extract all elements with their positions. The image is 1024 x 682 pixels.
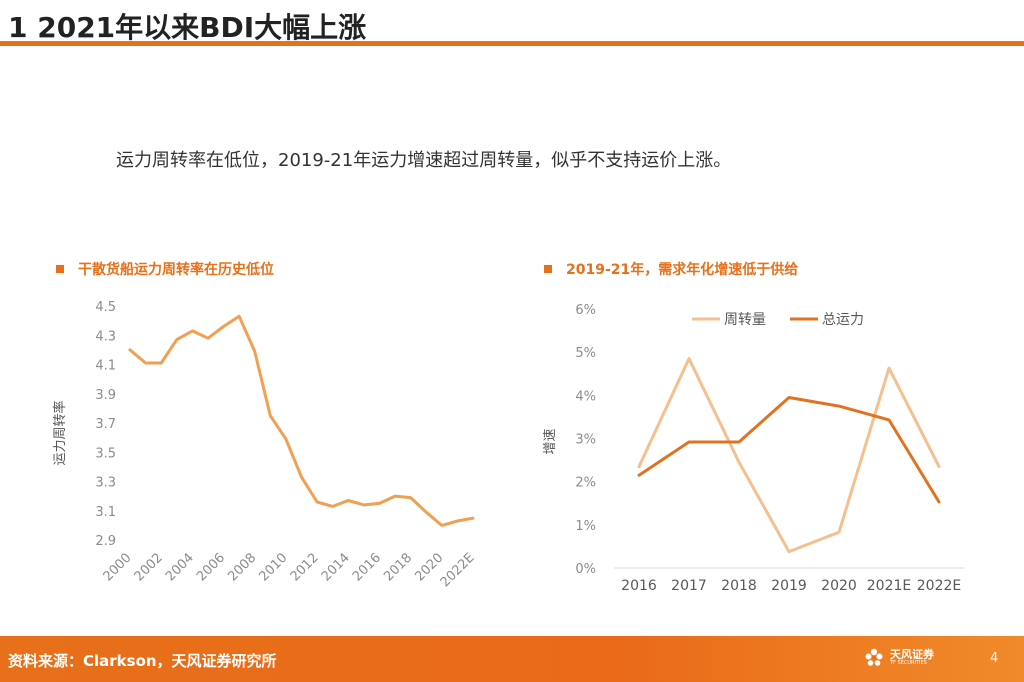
y-tick-label: 2%	[575, 476, 596, 491]
page-subtitle: 运力周转率在低位，2019-21年运力增速超过周转量，似乎不支持运价上涨。	[116, 150, 732, 171]
x-tick-label: 2006	[194, 550, 228, 584]
turnover-rate-chart: 4.5 4.3 4.1 3.9 3.7 3.5 3.3 3.1 2.9 运力周转率 20002002…	[52, 300, 478, 590]
y-tick-label: 0%	[575, 562, 596, 577]
page-number: 4	[990, 651, 999, 666]
x-tick-label: 2016	[621, 578, 657, 594]
y-tick-label: 2.9	[95, 534, 116, 549]
y-axis-label: 运力周转率	[52, 400, 68, 465]
chart2-title: 2019-21年，需求年化增速低于供给	[566, 262, 799, 278]
y-tick-label: 5%	[575, 346, 596, 361]
x-tick-label: 2017	[671, 578, 707, 594]
x-tick-label: 2018	[721, 578, 757, 594]
x-tick-label: 2022E	[917, 578, 961, 594]
legend-label: 周转量	[724, 312, 766, 328]
title-rule	[0, 41, 1024, 46]
x-tick-label: 2000	[101, 550, 135, 584]
y-tick-label: 6%	[575, 303, 596, 318]
chart1-title: 干散货船运力周转率在历史低位	[78, 262, 274, 278]
y-tick-label: 1%	[575, 519, 596, 534]
series-line-turnover-rate	[128, 314, 475, 527]
x-tick-label: 2012	[288, 550, 322, 584]
y-tick-label: 3.1	[95, 505, 116, 520]
footer-brand: 天风证券	[890, 648, 934, 662]
bullet-square-icon	[56, 265, 64, 273]
series-line-turnover-volume	[637, 357, 941, 554]
x-tick-label: 2021E	[867, 578, 911, 594]
legend-label: 总运力	[822, 312, 864, 328]
x-tick-label: 2002	[132, 550, 166, 584]
page-title: 1 2021年以来BDI大幅上涨	[8, 11, 367, 44]
y-tick-label: 3%	[575, 433, 596, 448]
y-tick-label: 4.1	[95, 359, 116, 374]
y-tick-label: 4.5	[95, 300, 116, 315]
x-tick-label: 2019	[771, 578, 807, 594]
y-tick-label: 4%	[575, 389, 596, 404]
x-tick-label: 2008	[225, 550, 259, 584]
x-tick-label: 2020	[821, 578, 857, 594]
series-line-total-capacity	[637, 396, 941, 504]
bullet-square-icon	[544, 265, 552, 273]
y-tick-label: 3.7	[95, 417, 116, 432]
footer-brand-en: TF SECURITIES	[890, 660, 927, 667]
footer-source: 资料来源：Clarkson，天风证券研究所	[8, 652, 277, 670]
y-tick-label: 3.9	[95, 388, 116, 403]
footer-logo: 天风证券 TF SECURITIES	[862, 646, 934, 670]
flower-logo-icon	[865, 648, 883, 666]
y-tick-label: 3.5	[95, 446, 116, 461]
x-tick-label: 2022E	[438, 550, 478, 590]
growth-comparison-chart: 6% 5% 4% 3% 2% 1% 0% 增速 2016 2017 2018 2019 2020 2021…	[543, 303, 964, 594]
x-tick-label: 2014	[319, 550, 353, 584]
chart1-heading: 干散货船运力周转率在历史低位	[56, 259, 274, 279]
x-tick-label: 2004	[163, 550, 197, 584]
x-tick-label: 2018	[381, 550, 415, 584]
chart2-heading: 2019-21年，需求年化增速低于供给	[544, 259, 798, 279]
y-tick-label: 3.3	[95, 476, 116, 491]
y-axis-label: 增速	[543, 428, 558, 454]
y-tick-label: 4.3	[95, 329, 116, 344]
x-tick-label: 2010	[256, 550, 290, 584]
footer-bar: 资料来源：Clarkson，天风证券研究所 天风证券 TF SECURITIES…	[0, 636, 1024, 682]
x-tick-label: 2016	[350, 550, 384, 584]
